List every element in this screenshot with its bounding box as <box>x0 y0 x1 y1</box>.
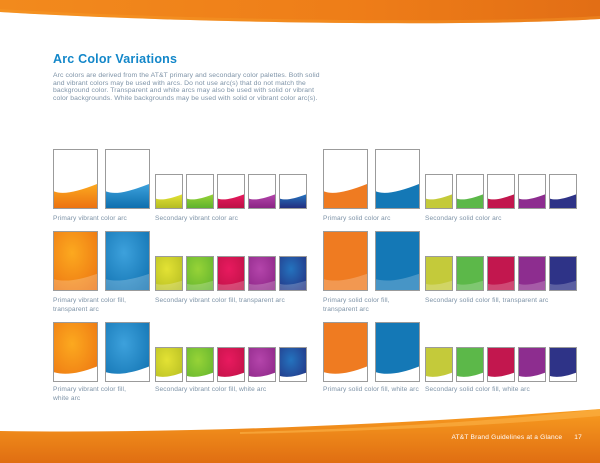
color-swatch <box>375 322 420 382</box>
color-swatch <box>155 347 183 382</box>
intro-line: background color. Transparent and white … <box>53 87 315 95</box>
color-swatch <box>518 256 546 291</box>
swatch-group-label: Secondary solid color arc <box>425 215 502 222</box>
swatch-group <box>53 231 150 291</box>
swatch-group-label: Primary vibrant color fill, white arc <box>53 386 127 403</box>
page-number: 17 <box>574 434 582 441</box>
color-swatch <box>217 347 245 382</box>
swatch-group <box>155 347 307 382</box>
color-swatch <box>456 256 484 291</box>
color-swatch <box>487 347 515 382</box>
color-swatch <box>248 347 276 382</box>
color-swatch <box>279 174 307 209</box>
color-swatch <box>105 149 150 209</box>
page-title: Arc Color Variations <box>53 52 178 66</box>
swatch-group <box>155 256 307 291</box>
color-swatch <box>456 347 484 382</box>
swatch-group <box>323 149 420 209</box>
color-swatch <box>53 231 98 291</box>
swatch-group-label: Primary solid color fill, white arc <box>323 386 419 393</box>
swatch-group-label: Primary solid color arc <box>323 215 391 222</box>
intro-line: and vibrant colors may be used with arcs… <box>53 79 306 87</box>
swatch-group-label: Primary vibrant color arc <box>53 215 127 222</box>
intro-line: Arc colors are derived from the AT&T pri… <box>53 72 320 79</box>
color-swatch <box>217 256 245 291</box>
color-swatch <box>186 347 214 382</box>
color-swatch <box>155 256 183 291</box>
color-swatch <box>53 149 98 209</box>
swatch-group-label: Secondary vibrant color fill, white arc <box>155 386 267 393</box>
footer-text: AT&T Brand Guidelines at a Glance <box>451 434 563 441</box>
swatch-group-label: Primary solid color fill, transparent arc <box>323 297 390 314</box>
color-swatch <box>248 174 276 209</box>
swatch-group-label: Primary vibrant color fill, transparent a… <box>53 297 127 314</box>
color-swatch <box>549 347 577 382</box>
color-swatch <box>456 174 484 209</box>
color-swatch <box>425 347 453 382</box>
swatch-group-label: Secondary vibrant color fill, transparen… <box>155 297 285 304</box>
color-swatch <box>518 347 546 382</box>
swatch-group <box>53 149 150 209</box>
color-swatch <box>105 231 150 291</box>
color-swatch <box>518 174 546 209</box>
color-swatch <box>279 256 307 291</box>
intro-paragraph: Arc colors are derived from the AT&T pri… <box>53 72 320 102</box>
swatch-group <box>425 347 577 382</box>
color-swatch <box>217 174 245 209</box>
swatch-group <box>323 231 420 291</box>
color-swatch <box>186 256 214 291</box>
color-swatch <box>549 256 577 291</box>
color-swatch <box>487 256 515 291</box>
swatch-group <box>53 322 150 382</box>
swatch-group-label: Secondary solid color fill, transparent … <box>425 297 549 304</box>
color-swatch <box>248 256 276 291</box>
swatch-group <box>425 174 577 209</box>
footer-wave <box>0 409 600 463</box>
color-swatch <box>487 174 515 209</box>
color-swatch <box>425 174 453 209</box>
swatch-group-label: Secondary vibrant color arc <box>155 215 238 222</box>
footer: AT&T Brand Guidelines at a Glance 17 <box>451 434 582 441</box>
color-swatch <box>375 149 420 209</box>
intro-line: color backgrounds. White backgrounds may… <box>53 94 318 102</box>
swatch-group <box>425 256 577 291</box>
color-swatch <box>323 322 368 382</box>
header-wave <box>0 0 600 24</box>
color-swatch <box>105 322 150 382</box>
color-swatch <box>279 347 307 382</box>
color-swatch <box>53 322 98 382</box>
swatch-group <box>155 174 307 209</box>
color-swatch <box>323 231 368 291</box>
color-swatch <box>323 149 368 209</box>
swatch-group <box>323 322 420 382</box>
color-swatch <box>425 256 453 291</box>
swatch-group-label: Secondary solid color fill, white arc <box>425 386 530 393</box>
color-swatch <box>375 231 420 291</box>
color-swatch <box>186 174 214 209</box>
color-swatch <box>549 174 577 209</box>
color-swatch <box>155 174 183 209</box>
